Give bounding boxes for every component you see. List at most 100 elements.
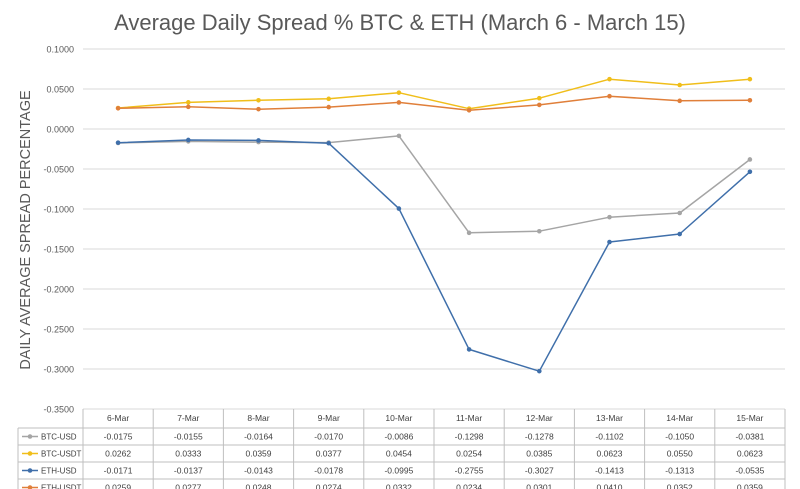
data-point xyxy=(115,105,121,111)
data-point xyxy=(326,104,332,110)
data-point xyxy=(466,347,472,352)
data-label: 0.0262 xyxy=(105,449,131,459)
data-label: 0.0623 xyxy=(597,449,623,459)
data-label: -0.1102 xyxy=(595,432,623,442)
data-label: -0.0164 xyxy=(244,432,273,442)
series-line xyxy=(118,78,750,110)
legend-label: ETH-USDT xyxy=(41,484,82,489)
y-tick-label: -0.1000 xyxy=(43,205,74,215)
data-point xyxy=(607,239,612,245)
legend-key xyxy=(22,468,38,473)
data-label: 0.0301 xyxy=(526,483,552,489)
legend-key xyxy=(22,451,38,456)
data-label: -0.1413 xyxy=(595,466,624,476)
series-line xyxy=(118,95,750,112)
data-label: 0.0377 xyxy=(316,449,342,459)
data-label: 0.0248 xyxy=(246,483,272,489)
data-label: 0.0359 xyxy=(246,449,272,459)
data-label: 0.0385 xyxy=(526,449,552,459)
x-tick-label: 10-Mar xyxy=(385,413,412,423)
legend-label: BTC-USDT xyxy=(41,450,82,459)
x-tick-label: 13-Mar xyxy=(596,413,623,423)
data-label: 0.0274 xyxy=(316,483,342,489)
data-point xyxy=(326,140,332,146)
data-label: -0.2755 xyxy=(455,466,484,476)
x-tick-label: 11-Mar xyxy=(456,413,482,423)
data-label: 0.0234 xyxy=(456,483,482,489)
data-label: 0.0259 xyxy=(105,483,131,489)
data-point xyxy=(396,133,402,139)
series-eth-usdt xyxy=(115,93,753,113)
data-point xyxy=(607,93,612,99)
data-label: -0.0535 xyxy=(735,466,764,476)
data-point xyxy=(186,137,191,143)
x-tick-label: 9-Mar xyxy=(318,413,340,423)
legend-key xyxy=(22,485,38,489)
y-tick-label: -0.3500 xyxy=(43,405,74,415)
data-label: -0.0143 xyxy=(244,466,273,476)
data-label: -0.0995 xyxy=(384,466,413,476)
data-point xyxy=(466,107,472,113)
data-label: 0.0410 xyxy=(597,483,623,489)
y-tick-labels: 0.1000 0.0500 0.0000 -0.0500 -0.1000 -0.1500 -… xyxy=(43,45,74,415)
data-label: -0.3027 xyxy=(525,466,554,476)
y-tick-label: -0.2500 xyxy=(43,325,74,335)
data-label: -0.0155 xyxy=(174,432,203,442)
x-tick-label: 6-Mar xyxy=(107,413,129,423)
series-lines xyxy=(115,76,753,374)
data-label: 0.0623 xyxy=(737,449,763,459)
y-axis-label: DAILY AVERAGE SPREAD PERCENTAGE xyxy=(18,90,34,370)
x-tick-label: 12-Mar xyxy=(526,413,553,423)
data-point xyxy=(256,97,261,103)
data-point xyxy=(186,100,191,105)
y-tick-label: -0.0500 xyxy=(43,165,74,175)
data-point xyxy=(747,157,753,162)
data-point xyxy=(396,206,402,211)
y-tick-label: -0.2000 xyxy=(43,285,74,295)
data-label: -0.0137 xyxy=(174,466,203,476)
data-point xyxy=(747,97,753,103)
data-label: -0.0175 xyxy=(104,432,133,442)
y-tick-label: -0.1500 xyxy=(43,245,74,255)
data-label: -0.0171 xyxy=(104,466,133,476)
data-label: -0.1313 xyxy=(665,466,694,476)
data-point xyxy=(115,140,121,145)
data-point xyxy=(607,214,612,220)
y-tick-label: 0.0000 xyxy=(46,125,74,135)
data-point xyxy=(396,90,402,95)
data-label: 0.0454 xyxy=(386,449,412,459)
legend-label: BTC-USD xyxy=(41,433,77,442)
data-label: -0.1298 xyxy=(455,432,484,442)
data-label: 0.0359 xyxy=(737,483,763,489)
series-line xyxy=(118,135,751,234)
data-label: 0.0333 xyxy=(175,449,201,459)
y-tick-label: 0.0500 xyxy=(46,85,74,95)
legend-key xyxy=(22,434,38,439)
data-label: -0.0170 xyxy=(314,432,343,442)
data-point xyxy=(537,228,542,234)
x-tick-label: 15-Mar xyxy=(736,413,763,423)
data-point xyxy=(677,231,682,237)
data-point xyxy=(747,76,753,82)
data-label: 0.0277 xyxy=(175,483,201,489)
series-line xyxy=(118,139,751,372)
y-tick-label: -0.3000 xyxy=(43,365,74,375)
chart-title: Average Daily Spread % BTC & ETH (March … xyxy=(114,10,686,35)
data-point xyxy=(466,230,472,236)
data-point xyxy=(677,98,682,104)
data-point xyxy=(186,104,191,110)
data-point xyxy=(537,102,542,108)
data-point xyxy=(256,138,261,143)
data-table: 6-Mar 7-Mar 8-Mar 9-Mar 10-Mar 11-Mar 12-Mar 13… xyxy=(17,409,786,489)
data-label: -0.1278 xyxy=(525,432,554,442)
data-label: -0.0381 xyxy=(735,432,764,442)
x-tick-label: 7-Mar xyxy=(177,413,199,423)
legend-label: ETH-USD xyxy=(41,467,77,476)
y-tick-label: 0.1000 xyxy=(46,45,74,55)
data-label: 0.0332 xyxy=(386,483,412,489)
data-label: 0.0550 xyxy=(667,449,693,459)
series-eth-usd xyxy=(115,137,753,374)
